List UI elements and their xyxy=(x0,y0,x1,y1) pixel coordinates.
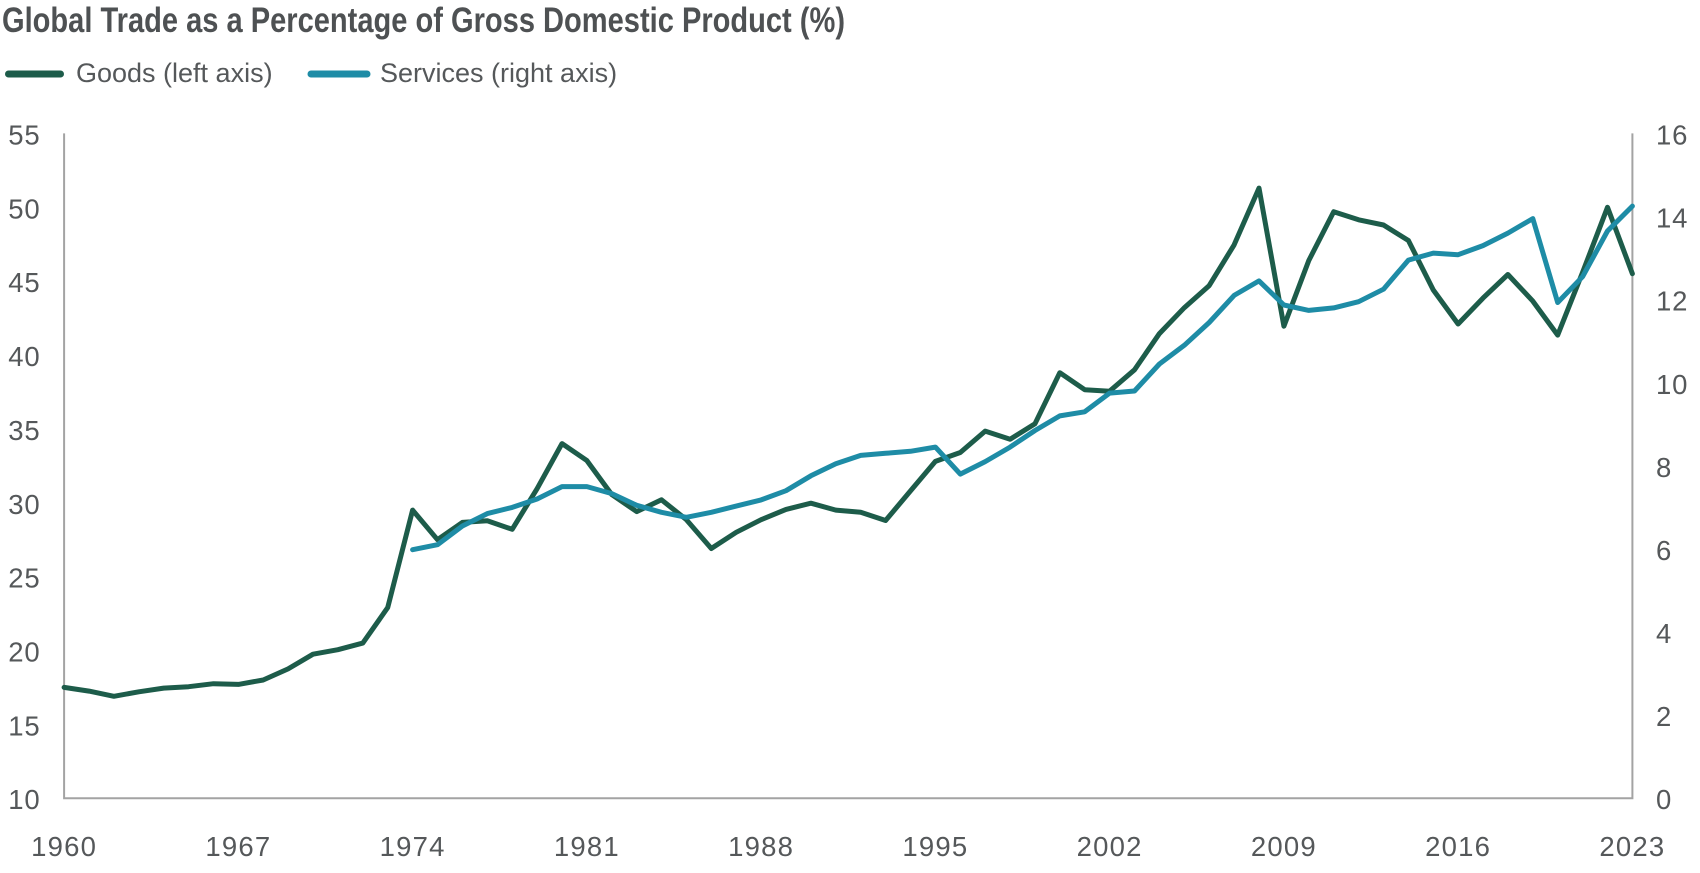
svg-text:1974: 1974 xyxy=(380,831,446,862)
svg-text:6: 6 xyxy=(1656,535,1672,566)
svg-text:1967: 1967 xyxy=(205,831,271,862)
svg-text:2: 2 xyxy=(1656,701,1672,732)
svg-text:14: 14 xyxy=(1656,203,1688,234)
svg-text:12: 12 xyxy=(1656,286,1688,317)
svg-text:Goods (left axis): Goods (left axis) xyxy=(76,58,273,88)
svg-text:25: 25 xyxy=(8,563,40,594)
svg-text:1995: 1995 xyxy=(902,831,968,862)
svg-text:16: 16 xyxy=(1656,119,1688,150)
svg-text:2023: 2023 xyxy=(1599,831,1665,862)
svg-text:4: 4 xyxy=(1656,618,1672,649)
svg-text:8: 8 xyxy=(1656,452,1672,483)
svg-text:1981: 1981 xyxy=(554,831,620,862)
svg-text:15: 15 xyxy=(8,710,40,741)
svg-text:50: 50 xyxy=(8,193,40,224)
svg-text:Services (right axis): Services (right axis) xyxy=(380,58,617,88)
svg-text:30: 30 xyxy=(8,489,40,520)
svg-text:20: 20 xyxy=(8,637,40,668)
svg-text:1960: 1960 xyxy=(31,831,97,862)
svg-text:55: 55 xyxy=(8,119,40,150)
svg-text:10: 10 xyxy=(8,784,40,815)
svg-text:2002: 2002 xyxy=(1077,831,1143,862)
svg-text:45: 45 xyxy=(8,267,40,298)
svg-text:Global Trade as a Percentage o: Global Trade as a Percentage of Gross Do… xyxy=(2,1,845,40)
svg-text:35: 35 xyxy=(8,415,40,446)
svg-text:1988: 1988 xyxy=(728,831,794,862)
svg-text:0: 0 xyxy=(1656,784,1672,815)
svg-text:2016: 2016 xyxy=(1425,831,1491,862)
svg-text:10: 10 xyxy=(1656,369,1688,400)
svg-text:2009: 2009 xyxy=(1251,831,1317,862)
svg-text:40: 40 xyxy=(8,341,40,372)
